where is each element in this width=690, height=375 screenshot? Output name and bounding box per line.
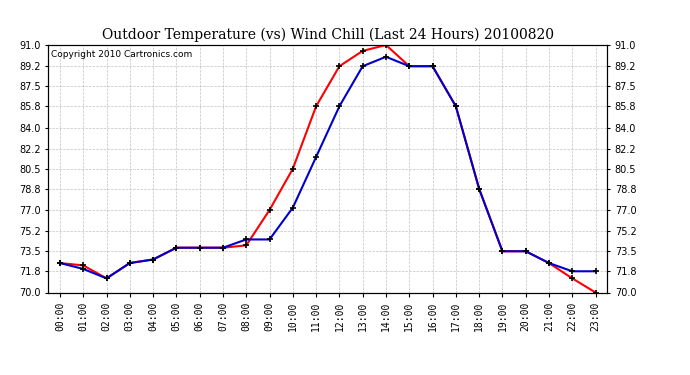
Text: Copyright 2010 Cartronics.com: Copyright 2010 Cartronics.com [51, 50, 193, 59]
Title: Outdoor Temperature (vs) Wind Chill (Last 24 Hours) 20100820: Outdoor Temperature (vs) Wind Chill (Las… [101, 28, 554, 42]
